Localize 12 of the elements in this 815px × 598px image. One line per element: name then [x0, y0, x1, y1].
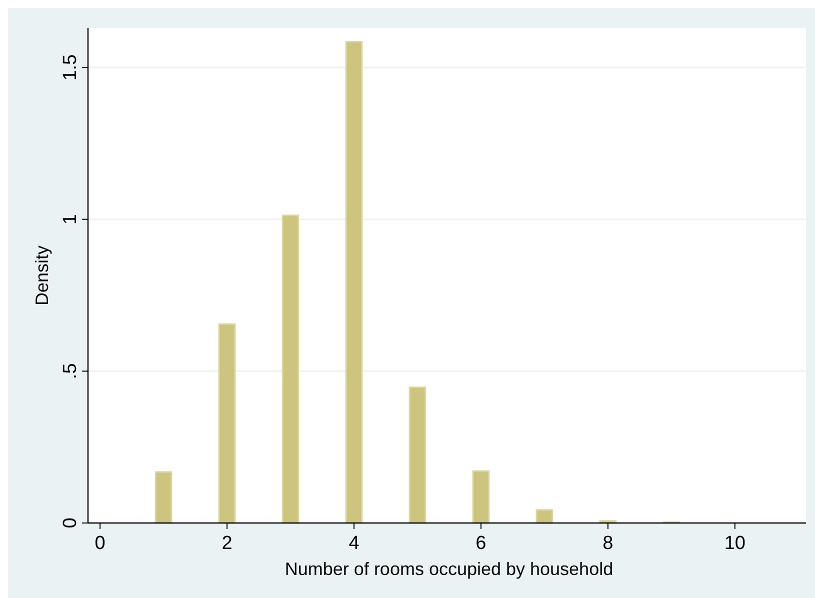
y-tick-label: 0: [60, 518, 81, 528]
x-tick-label: 2: [222, 533, 232, 554]
x-tick-label: 4: [348, 533, 360, 554]
x-tick-label: 10: [724, 533, 746, 554]
y-tick-label: 1.5: [60, 54, 81, 81]
y-axis-title: Density: [32, 245, 52, 306]
x-tick-label: 8: [602, 533, 614, 554]
x-tick-label: 0: [94, 533, 106, 554]
y-tick-label: .5: [60, 363, 81, 380]
y-tick-label: 1: [60, 214, 81, 225]
x-axis-title: Number of rooms occupied by household: [284, 559, 614, 579]
x-tick-label: 6: [476, 533, 486, 554]
